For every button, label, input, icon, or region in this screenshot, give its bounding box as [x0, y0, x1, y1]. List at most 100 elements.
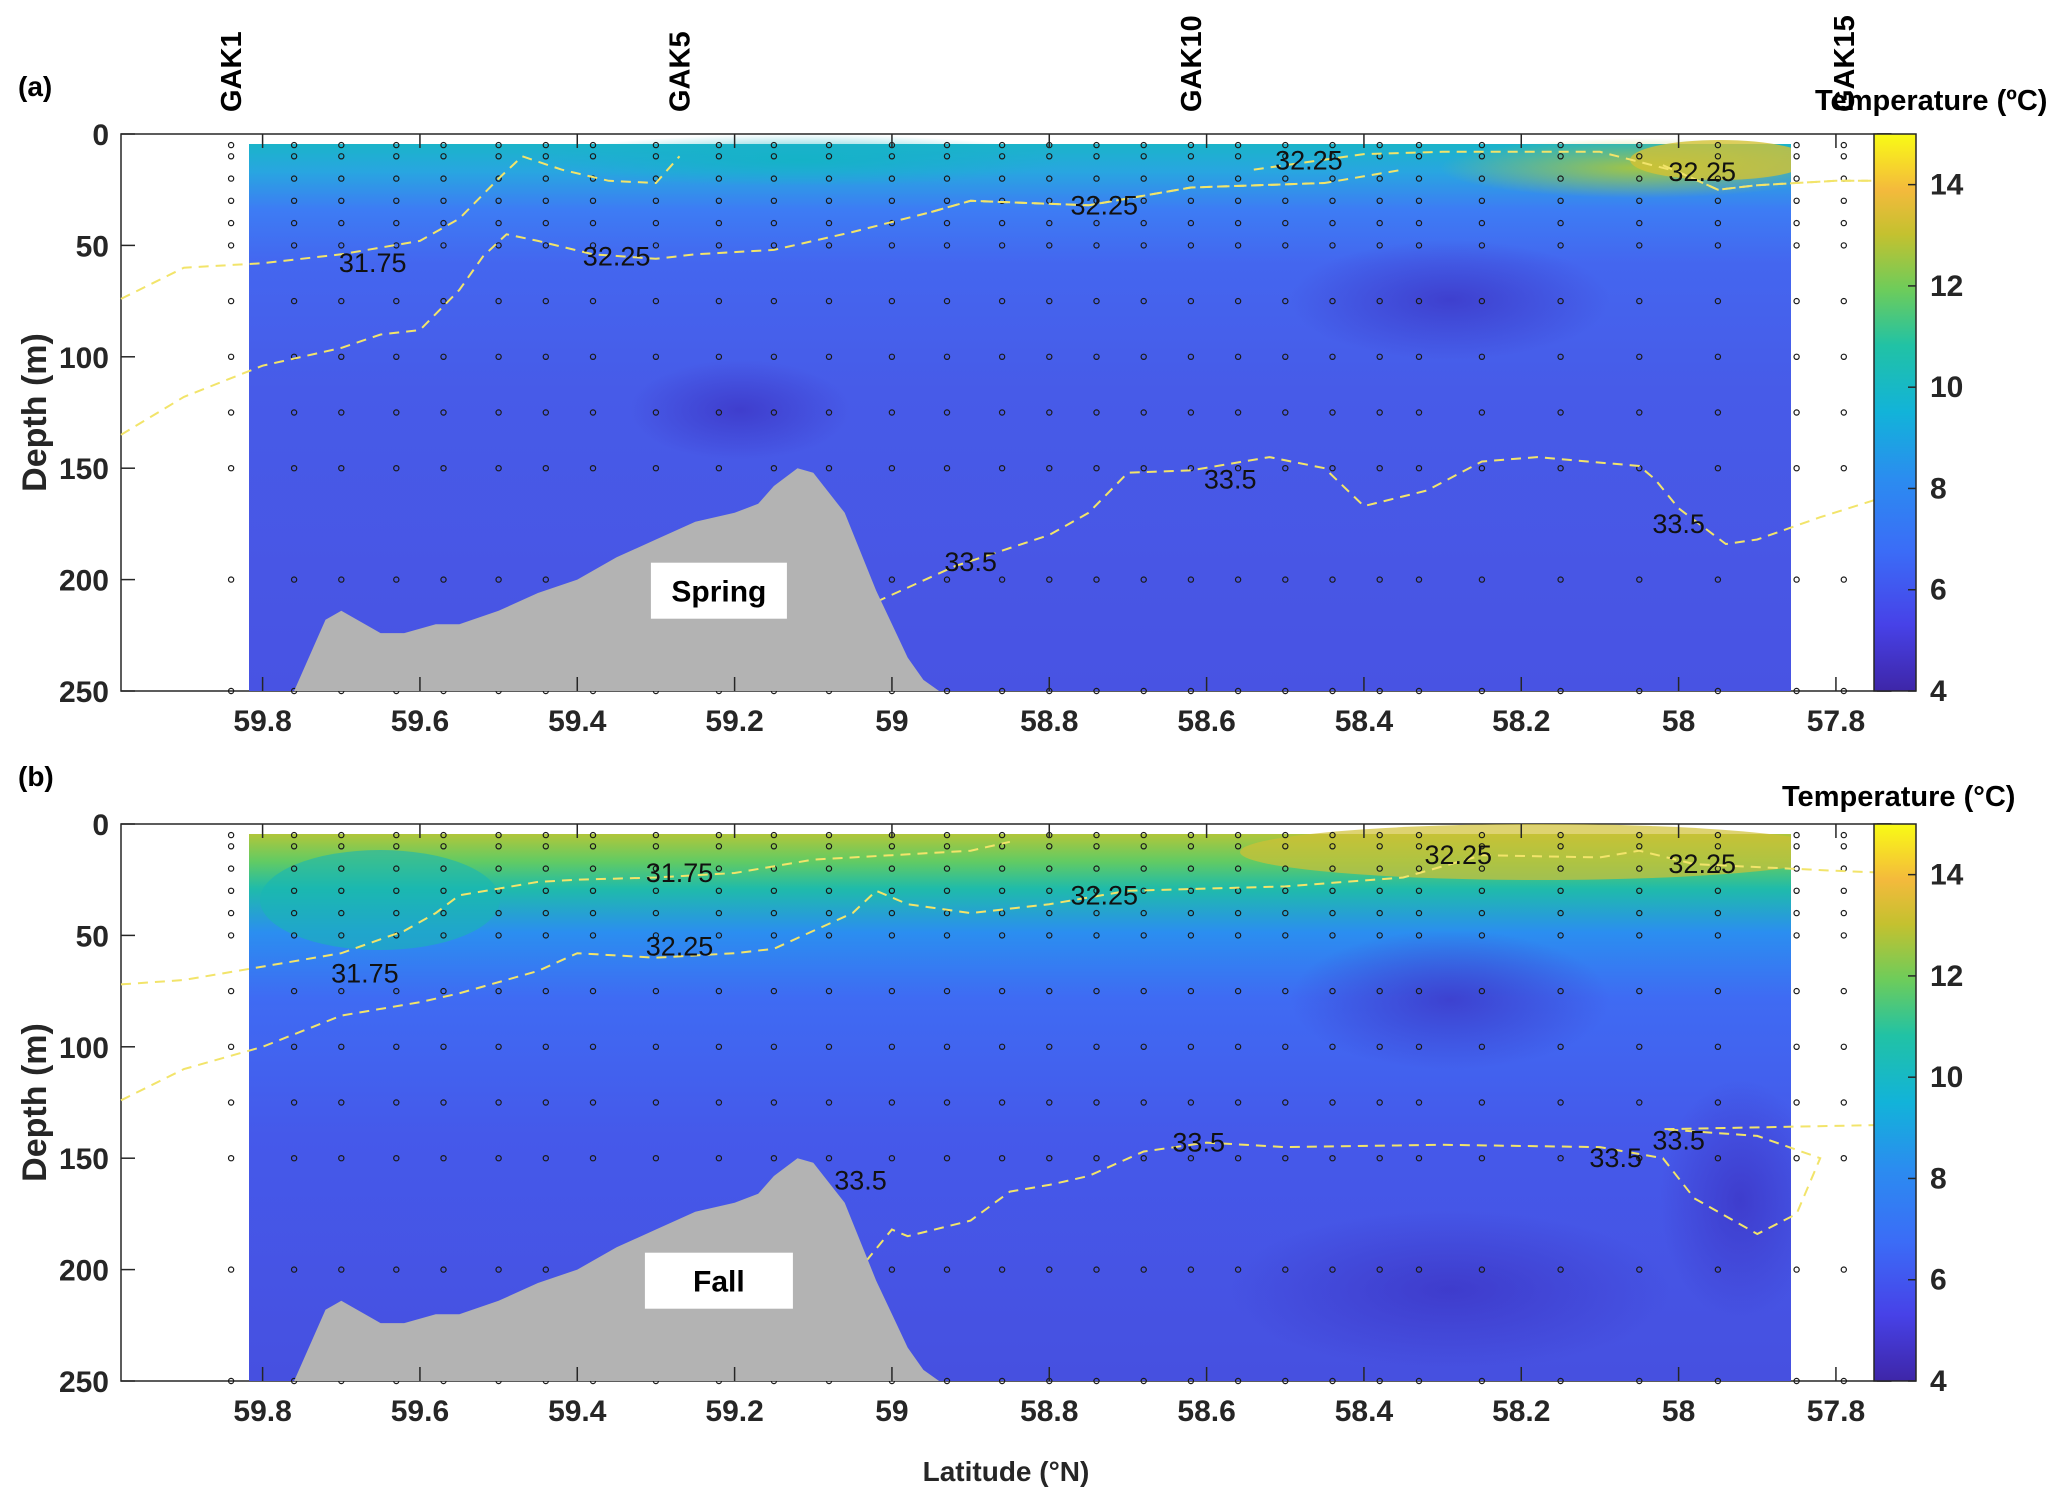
sample-point — [888, 932, 896, 939]
sample-point — [1046, 909, 1053, 917]
y-tick-label: 150 — [59, 1143, 109, 1176]
sample-point — [440, 1043, 447, 1051]
sample-point — [888, 197, 896, 204]
sample-point — [338, 353, 345, 360]
sample-point — [1329, 175, 1336, 182]
sample-point — [825, 141, 833, 149]
sample-point — [495, 865, 502, 872]
sample-point — [1636, 175, 1643, 182]
sample-point — [1376, 141, 1383, 149]
sample-point — [1187, 987, 1195, 995]
sample-point — [1140, 576, 1147, 583]
sample-point — [770, 175, 778, 182]
sample-point — [1376, 297, 1383, 305]
sample-point — [825, 353, 833, 360]
sample-point — [1187, 1099, 1195, 1106]
sample-point — [1557, 219, 1564, 227]
sample-point — [715, 1099, 723, 1106]
contour-label: 33.5 — [834, 1166, 887, 1196]
sample-point — [227, 219, 235, 227]
sample-point — [652, 865, 660, 872]
panel-label-a: (a) — [18, 71, 52, 102]
chart-content-b: 31.75 31.75 32.25 32.25 32.25 32.25 33.5 33.5 33… — [16, 809, 1892, 1428]
contour-line — [843, 1123, 1892, 1289]
sample-point — [1046, 932, 1053, 939]
sample-point — [1376, 932, 1383, 939]
sample-point — [1415, 1377, 1423, 1385]
sample-point — [1282, 887, 1289, 895]
sample-point — [652, 353, 660, 360]
sample-point — [440, 1154, 447, 1162]
panel-label-b: (b) — [18, 761, 54, 792]
sample-point — [943, 1377, 951, 1385]
sample-point — [770, 409, 778, 416]
sample-point — [227, 843, 235, 850]
sample-point — [715, 1154, 723, 1162]
sample-point — [290, 576, 298, 583]
sample-point — [1329, 197, 1336, 204]
sample-point — [1329, 987, 1336, 995]
colorbar-tick-label: 14 — [1930, 859, 1964, 892]
sample-point — [495, 153, 502, 160]
sample-point — [1557, 465, 1564, 472]
sample-point — [338, 242, 345, 249]
sample-point — [227, 1043, 235, 1051]
sample-point — [1415, 1043, 1423, 1051]
sample-point — [393, 909, 400, 917]
sample-point — [1636, 865, 1643, 872]
sample-point — [1714, 576, 1722, 583]
sample-point — [1376, 1099, 1383, 1106]
sample-point — [1046, 1266, 1053, 1273]
sample-point — [542, 409, 550, 416]
sample-point — [998, 1377, 1006, 1385]
y-tick-label: 200 — [59, 1255, 109, 1288]
y-tick-label: 250 — [59, 1366, 109, 1399]
sample-point — [943, 865, 951, 872]
sample-point — [943, 353, 951, 360]
sample-point — [495, 197, 502, 204]
sample-point — [393, 831, 400, 839]
contour-label: 32.25 — [1071, 880, 1139, 910]
sample-point — [1234, 932, 1242, 939]
sample-point — [542, 887, 550, 895]
sample-point — [888, 153, 896, 160]
x-tick-label: 58.4 — [1335, 705, 1394, 738]
sample-point — [1714, 887, 1722, 895]
sample-point — [1478, 1154, 1486, 1162]
sample-point — [1234, 141, 1242, 149]
sample-point — [770, 353, 778, 360]
sample-point — [1714, 153, 1722, 160]
sample-point — [1234, 242, 1242, 249]
sample-point — [1187, 1154, 1195, 1162]
x-tick-label: 58.4 — [1335, 1395, 1394, 1428]
sample-point — [1282, 909, 1289, 917]
sample-point — [1234, 1154, 1242, 1162]
sample-point — [290, 175, 298, 182]
x-tick-label: 58.2 — [1492, 1395, 1550, 1428]
sample-point — [1282, 175, 1289, 182]
sample-point — [495, 1266, 502, 1273]
sample-point — [1415, 1099, 1423, 1106]
sample-point — [998, 576, 1006, 583]
y-tick-label: 250 — [59, 676, 109, 709]
sample-point — [1376, 865, 1383, 872]
sample-point — [1046, 153, 1053, 160]
sample-point — [1234, 175, 1242, 182]
sample-point — [943, 197, 951, 204]
sample-point — [440, 297, 447, 305]
sample-point — [227, 242, 235, 249]
sample-point — [1478, 1266, 1486, 1273]
sample-point — [888, 909, 896, 917]
sample-point — [1557, 909, 1564, 917]
sample-point — [227, 297, 235, 305]
sample-point — [888, 1043, 896, 1051]
sample-point — [825, 219, 833, 227]
sample-point — [1140, 932, 1147, 939]
sample-point — [290, 197, 298, 204]
sample-point — [1046, 865, 1053, 872]
sample-point — [290, 887, 298, 895]
sample-point — [1840, 987, 1848, 995]
sample-point — [715, 865, 723, 872]
colorbar-gradient-a — [1873, 133, 1917, 692]
sample-point — [1415, 987, 1423, 995]
